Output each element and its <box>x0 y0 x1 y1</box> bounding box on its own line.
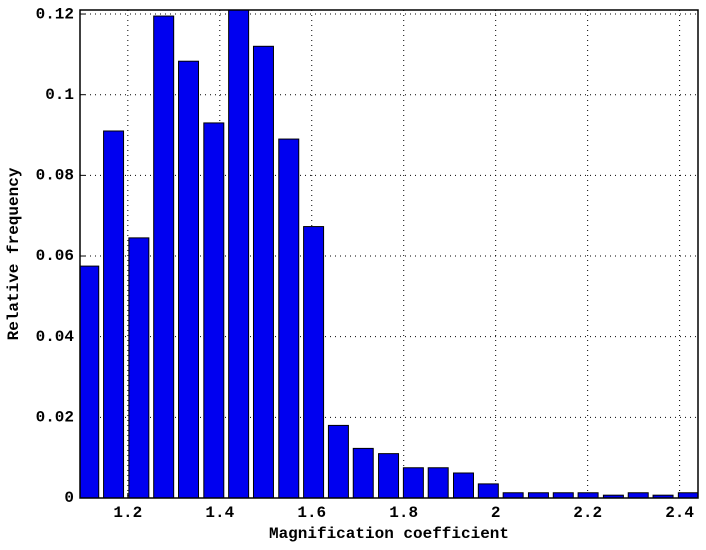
bar <box>178 60 200 498</box>
bar <box>502 492 524 498</box>
bar <box>627 492 649 498</box>
x-tick-label: 1.6 <box>297 504 326 522</box>
x-tick-label: 1.2 <box>113 504 142 522</box>
bar <box>402 467 424 498</box>
bar <box>378 453 400 498</box>
bar <box>527 492 549 498</box>
y-tick-label: 0.04 <box>36 328 75 346</box>
y-tick-label: 0.02 <box>36 409 74 427</box>
plot-frame <box>79 9 699 499</box>
bar <box>477 483 499 498</box>
bar <box>552 492 574 498</box>
bar <box>303 226 325 498</box>
bar <box>153 15 175 498</box>
x-tick-label: 2 <box>491 504 501 522</box>
bar <box>203 122 225 498</box>
bar <box>452 472 474 498</box>
bar <box>327 424 349 498</box>
bar <box>228 10 250 498</box>
y-axis-label: Relative frequency <box>5 167 23 340</box>
bar <box>577 492 599 498</box>
x-axis-label: Magnification coefficient <box>269 525 509 543</box>
y-tick-label: 0.06 <box>36 247 74 265</box>
x-tick-label: 2.4 <box>665 504 694 522</box>
y-tick-label: 0.08 <box>36 167 74 185</box>
bar <box>252 45 274 498</box>
x-tick-label: 2.2 <box>573 504 602 522</box>
y-tick-label: 0.1 <box>45 86 74 104</box>
bar <box>80 265 100 498</box>
bar <box>352 447 374 498</box>
bar <box>103 130 125 498</box>
x-tick-label: 1.8 <box>389 504 418 522</box>
bar <box>278 138 300 498</box>
bar <box>427 467 449 498</box>
bar <box>677 492 698 498</box>
y-tick-label: 0 <box>64 489 74 507</box>
y-tick-label: 0.12 <box>36 5 74 23</box>
bar <box>128 237 150 498</box>
x-tick-label: 1.4 <box>205 504 234 522</box>
